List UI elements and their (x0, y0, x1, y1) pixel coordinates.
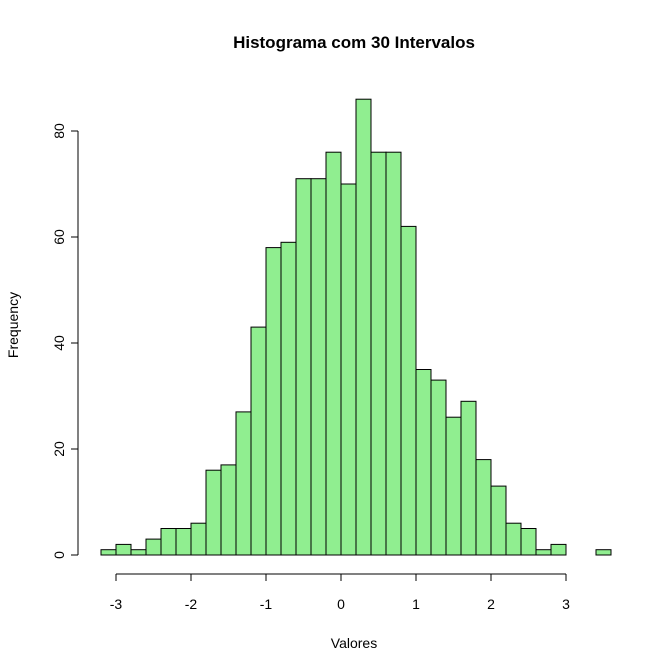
y-tick-label: 80 (51, 123, 67, 139)
y-tick-label: 40 (51, 335, 67, 351)
histogram-bar (160, 528, 177, 556)
histogram-bar (400, 225, 417, 556)
histogram-bar (460, 400, 477, 556)
histogram-bar (265, 247, 282, 556)
x-tick-label: 3 (562, 596, 570, 612)
histogram-bar (310, 178, 327, 556)
histogram-bar (430, 379, 447, 556)
x-axis-label: Valores (331, 635, 377, 651)
histogram-bar (355, 98, 372, 556)
y-axis-label: Frequency (5, 292, 21, 358)
x-tick-label: -2 (185, 596, 198, 612)
histogram-bar (370, 151, 387, 556)
histogram-bar (130, 549, 147, 556)
histogram-bar (295, 178, 312, 556)
histogram-bar (205, 469, 222, 556)
y-tick-label: 60 (51, 229, 67, 245)
histogram-bar (550, 543, 567, 556)
x-tick-label: 0 (337, 596, 345, 612)
histogram-bar (415, 369, 432, 556)
histogram-bar (280, 241, 297, 556)
histogram-bar (115, 543, 132, 556)
histogram-bar (445, 416, 462, 556)
histogram-bar (475, 459, 492, 556)
chart-title: Histograma com 30 Intervalos (233, 33, 475, 52)
y-axis: 0 20 40 60 80 (51, 123, 79, 559)
x-tick-label: 1 (412, 596, 420, 612)
histogram-bar (535, 549, 552, 556)
histogram-bar (340, 183, 357, 556)
histogram-bar (190, 522, 207, 556)
histogram-bar (175, 528, 192, 556)
x-axis: -3 -2 -1 0 1 2 3 (110, 573, 570, 612)
histogram-bar (595, 549, 612, 556)
x-tick-label: -1 (260, 596, 273, 612)
histogram-bar (235, 411, 252, 556)
histogram-bar (385, 151, 402, 556)
histogram-bar (325, 151, 342, 556)
y-tick-label: 0 (51, 551, 67, 559)
histogram-bar (220, 464, 237, 556)
x-tick-label: 2 (487, 596, 495, 612)
x-tick-label: -3 (110, 596, 123, 612)
histogram-bar (520, 528, 537, 556)
histogram-bar (250, 326, 267, 556)
histogram-bar (490, 485, 507, 556)
y-tick-label: 20 (51, 441, 67, 457)
bars-group (100, 98, 612, 556)
histogram-bar (145, 538, 162, 556)
histogram-bar (505, 522, 522, 556)
histogram-bar (100, 549, 117, 556)
